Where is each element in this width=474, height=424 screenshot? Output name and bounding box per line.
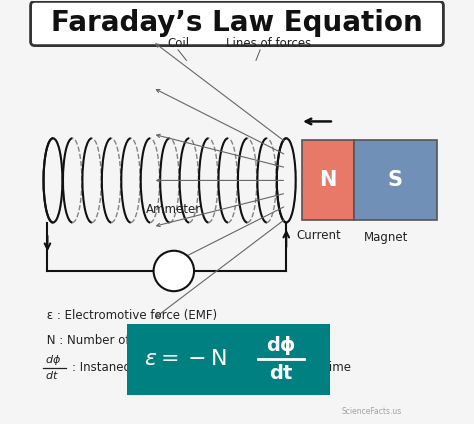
Text: $\mathbf{d\phi}$: $\mathbf{d\phi}$ [266, 334, 296, 357]
Bar [354, 140, 437, 220]
Text: Lines of forces: Lines of forces [226, 37, 311, 50]
Text: N : Number of turns of the coil: N : Number of turns of the coil [43, 334, 227, 347]
Circle shape [154, 251, 194, 291]
Bar [302, 140, 354, 220]
Text: $\varepsilon = -\mathrm{N}$: $\varepsilon = -\mathrm{N}$ [144, 349, 228, 369]
Text: ScienceFacts.us: ScienceFacts.us [342, 407, 402, 416]
Text: Ammeter: Ammeter [146, 203, 201, 216]
Text: N: N [319, 170, 337, 190]
Text: Magnet: Magnet [364, 231, 408, 244]
FancyBboxPatch shape [31, 1, 443, 46]
Text: $dt$: $dt$ [46, 369, 59, 382]
Text: : Instaneous change of magnetic flux with time: : Instaneous change of magnetic flux wit… [72, 361, 351, 374]
Text: $\mathbf{dt}$: $\mathbf{dt}$ [269, 364, 293, 383]
Text: Current: Current [297, 229, 342, 242]
Text: Faraday’s Law Equation: Faraday’s Law Equation [51, 9, 423, 37]
Text: S: S [388, 170, 403, 190]
Text: ε : Electromotive force (EMF): ε : Electromotive force (EMF) [43, 309, 218, 322]
Text: Coil: Coil [167, 37, 189, 50]
Text: $d\phi$: $d\phi$ [46, 353, 62, 367]
Bar [128, 324, 330, 395]
